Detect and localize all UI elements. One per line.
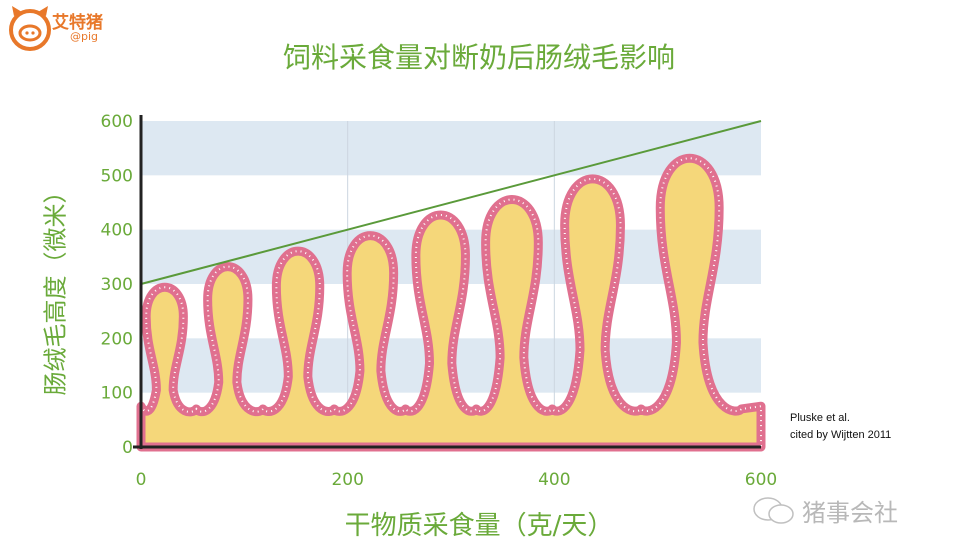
y-tick-label: 300 <box>101 275 133 295</box>
citation: Pluske et al. cited by Wijtten 2011 <box>790 410 891 444</box>
villi-area <box>136 153 766 452</box>
chart-title: 饲料采食量对断奶后肠绒毛影响 <box>282 41 675 74</box>
y-tick-label: 200 <box>101 329 133 349</box>
citation-line: Pluske et al. <box>790 412 850 424</box>
wechat-icon <box>753 496 794 524</box>
x-tick-label: 600 <box>745 470 777 490</box>
pig-logo-icon <box>9 6 51 51</box>
watermark-text: 猪事会社 <box>802 499 898 527</box>
brand-handle: @pig <box>70 30 99 43</box>
watermark: 猪事会社 <box>752 493 898 528</box>
y-tick-label: 500 <box>101 166 133 186</box>
y-tick-label: 600 <box>101 112 133 132</box>
y-tick-label: 0 <box>122 438 133 458</box>
villus-peak <box>511 191 513 193</box>
y-axis-label: 肠绒毛高度（微米） <box>41 179 70 396</box>
citation-line: cited by Wijtten 2011 <box>790 429 892 441</box>
trend-line <box>140 120 762 285</box>
x-tick-label: 400 <box>538 470 570 490</box>
y-tick-label: 400 <box>101 221 133 241</box>
x-tick-label: 0 <box>136 470 147 490</box>
x-tick-label: 200 <box>331 470 363 490</box>
y-tick-label: 100 <box>101 384 133 404</box>
villus-peak <box>440 207 442 209</box>
x-axis-label: 干物质采食量（克/天） <box>344 511 614 541</box>
brand-name: 艾特猪 <box>52 13 103 33</box>
